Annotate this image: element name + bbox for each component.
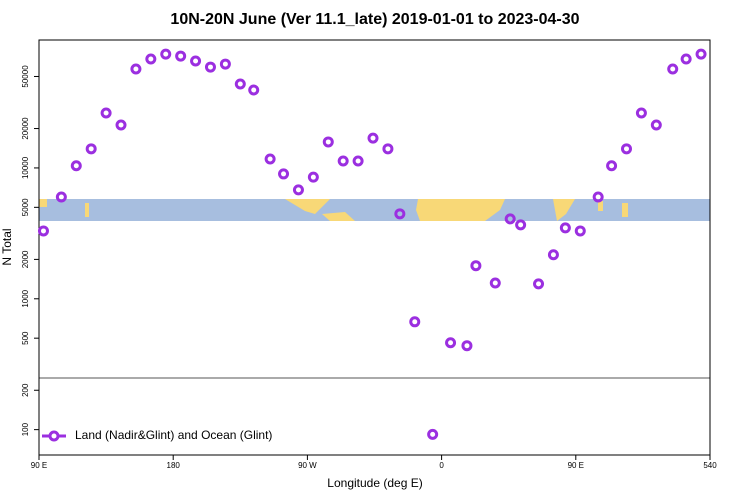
point bbox=[130, 63, 142, 75]
y-axis-label: N Total bbox=[0, 228, 14, 265]
plot-frame bbox=[38, 39, 711, 456]
point bbox=[219, 58, 231, 70]
point bbox=[264, 153, 276, 165]
point bbox=[470, 260, 482, 272]
point bbox=[85, 143, 97, 155]
point bbox=[160, 48, 172, 60]
y-tick-label: 10000 bbox=[21, 156, 30, 179]
point bbox=[292, 184, 304, 196]
point bbox=[461, 340, 473, 352]
point bbox=[337, 155, 349, 167]
legend-label: Land (Nadir&Glint) and Ocean (Glint) bbox=[75, 428, 272, 442]
point bbox=[533, 278, 545, 290]
land bbox=[598, 201, 603, 211]
point bbox=[606, 160, 618, 172]
point bbox=[667, 63, 679, 75]
point bbox=[100, 107, 112, 119]
x-tick-label: 540 bbox=[703, 461, 717, 470]
land bbox=[622, 203, 628, 217]
y-tick-label: 100 bbox=[21, 422, 30, 436]
point bbox=[248, 84, 260, 96]
y-tick-label: 1000 bbox=[21, 289, 30, 307]
y-tick-label: 2000 bbox=[21, 250, 30, 268]
point bbox=[175, 50, 187, 62]
land bbox=[322, 212, 355, 221]
point bbox=[680, 53, 692, 65]
point bbox=[489, 277, 501, 289]
y-tick-label: 50000 bbox=[21, 65, 30, 88]
chart-title: 10N-20N June (Ver 11.1_late) 2019-01-01 … bbox=[170, 11, 579, 28]
land bbox=[285, 199, 330, 214]
point bbox=[409, 316, 421, 328]
point bbox=[367, 132, 379, 144]
y-tick-label: 5000 bbox=[21, 198, 30, 216]
point bbox=[278, 168, 290, 180]
y-tick-label: 500 bbox=[21, 331, 30, 345]
land bbox=[416, 199, 505, 221]
x-axis-label: Longitude (deg E) bbox=[327, 476, 422, 490]
ocean bbox=[39, 199, 710, 221]
point bbox=[322, 136, 334, 148]
point bbox=[145, 53, 157, 65]
map-strip bbox=[39, 199, 710, 221]
point bbox=[574, 225, 586, 237]
legend-marker bbox=[48, 430, 60, 442]
x-tick-label: 90 W bbox=[298, 461, 317, 470]
x-tick-label: 180 bbox=[167, 461, 181, 470]
x-tick-label: 90 E bbox=[31, 461, 47, 470]
point bbox=[695, 48, 707, 60]
point bbox=[382, 143, 394, 155]
point bbox=[352, 155, 364, 167]
point bbox=[620, 143, 632, 155]
point bbox=[504, 213, 516, 225]
land bbox=[85, 203, 89, 217]
land bbox=[553, 199, 575, 221]
point bbox=[55, 191, 67, 203]
point bbox=[635, 107, 647, 119]
point bbox=[204, 61, 216, 73]
point bbox=[445, 337, 457, 349]
point bbox=[515, 219, 527, 231]
point bbox=[427, 428, 439, 440]
point bbox=[234, 78, 246, 90]
x-tick-label: 0 bbox=[439, 461, 444, 470]
point bbox=[70, 160, 82, 172]
point bbox=[37, 225, 49, 237]
point bbox=[650, 119, 662, 131]
x-tick-label: 90 E bbox=[568, 461, 584, 470]
point bbox=[559, 222, 571, 234]
point bbox=[115, 119, 127, 131]
point bbox=[547, 249, 559, 261]
y-tick-label: 200 bbox=[21, 383, 30, 397]
point bbox=[592, 191, 604, 203]
land bbox=[39, 199, 47, 207]
point bbox=[190, 55, 202, 67]
point bbox=[307, 171, 319, 183]
y-tick-label: 20000 bbox=[21, 117, 30, 140]
point bbox=[394, 208, 406, 220]
